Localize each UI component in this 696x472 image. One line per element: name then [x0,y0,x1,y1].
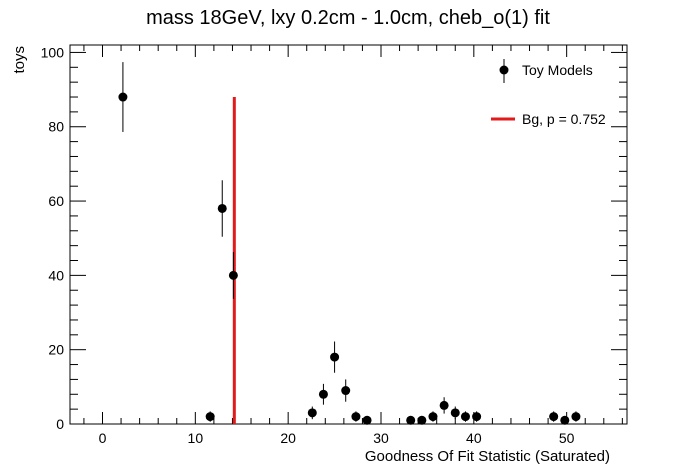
x-axis-tick-labels: 0 10 20 30 40 50 [99,430,575,446]
x-tick-label: 0 [99,430,107,446]
data-point [450,406,460,420]
point-marker [560,415,570,425]
y-axis-ticks [70,51,627,425]
data-point [571,411,581,422]
toy-models-points [118,62,581,425]
point-marker [428,412,438,422]
point-marker [228,270,238,280]
data-point [318,383,328,405]
data-point [205,411,215,422]
point-marker [571,412,581,422]
point-marker [439,400,449,410]
data-point [118,62,128,132]
data-point [439,397,449,414]
data-point [417,415,427,425]
data-point [428,411,438,422]
legend: Toy Models Bg, p = 0.752 [491,59,606,127]
point-marker [460,412,470,422]
data-point [560,415,570,425]
x-axis-ticks [83,45,623,424]
point-marker [341,386,351,396]
y-tick-label: 100 [41,44,65,60]
point-marker [217,203,227,213]
data-point [472,411,482,422]
chart-title: mass 18GeV, lxy 0.2cm - 1.0cm, cheb_o(1)… [146,7,550,29]
point-marker [118,92,128,102]
y-tick-label: 0 [56,416,64,432]
data-point [362,415,372,425]
x-axis-label: Goodness Of Fit Statistic (Saturated) [365,448,610,465]
plot-frame [69,44,628,425]
legend-bg-label: Bg, p = 0.752 [522,111,606,127]
x-tick-label: 20 [280,430,296,446]
y-tick-label: 60 [48,193,64,209]
x-tick-label: 40 [466,430,482,446]
x-tick-label: 30 [373,430,389,446]
point-marker [330,352,340,362]
legend-toy-marker [499,65,509,75]
data-point [341,379,351,402]
point-marker [417,415,427,425]
data-point [330,341,340,373]
data-point [307,406,317,420]
y-tick-label: 40 [48,267,64,283]
point-marker [406,415,416,425]
data-point [228,251,238,299]
y-axis-tick-labels: 0 20 40 60 80 100 [41,44,65,432]
point-marker [205,412,215,422]
point-marker [351,412,361,422]
data-point [217,180,227,237]
data-point [351,411,361,422]
x-tick-label: 50 [559,430,575,446]
y-tick-label: 80 [48,119,64,135]
x-tick-label: 10 [188,430,204,446]
point-marker [450,408,460,418]
point-marker [362,415,372,425]
data-point [460,411,470,422]
point-marker [307,408,317,418]
data-point [549,411,559,422]
legend-toy-label: Toy Models [522,62,593,78]
point-marker [549,412,559,422]
point-marker [318,389,328,399]
y-axis-label: toys [11,46,28,74]
data-point [406,415,416,425]
point-marker [472,412,482,422]
y-tick-label: 20 [48,342,64,358]
